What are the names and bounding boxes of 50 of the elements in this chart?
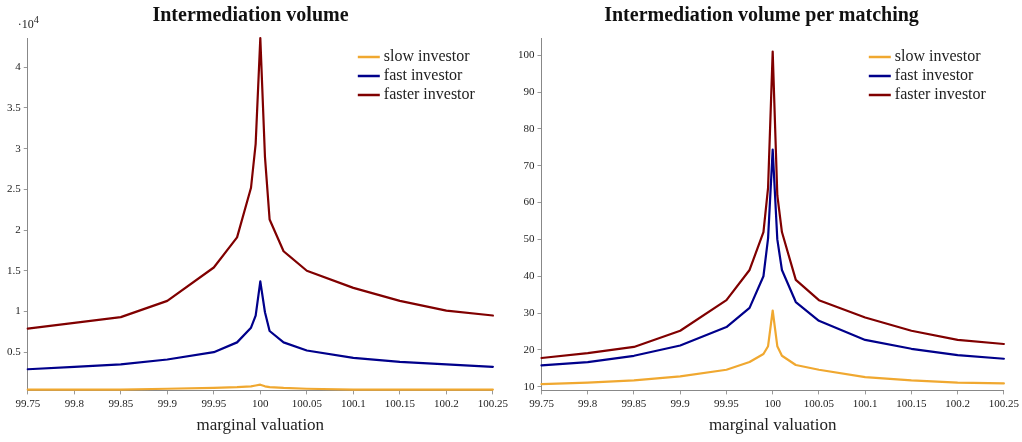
x-tick-label: 99.8 xyxy=(64,396,85,409)
x-tick-label: 100.25 xyxy=(988,396,1020,409)
y-tick-label: 40 xyxy=(523,269,535,282)
x-tick-label: 99.85 xyxy=(621,396,647,409)
chart-title: Intermediation volume per matching xyxy=(604,3,919,27)
x-tick-label: 99.9 xyxy=(157,396,178,409)
x-tick-label: 99.9 xyxy=(670,396,691,409)
x-tick-label: 100.1 xyxy=(852,396,878,409)
x-tick-label: 100.05 xyxy=(291,396,323,409)
y-tick-label: 1 xyxy=(15,304,21,317)
y-tick-label: 4 xyxy=(15,60,22,73)
y-tick-label: 80 xyxy=(523,121,535,134)
x-tick-label: 100 xyxy=(252,396,270,409)
y-tick-label: 3 xyxy=(15,141,22,154)
x-tick-label: 99.75 xyxy=(529,396,555,409)
x-axis-title: marginal valuation xyxy=(196,415,325,435)
y-tick-label: 30 xyxy=(523,305,535,318)
x-axis-title: marginal valuation xyxy=(708,415,837,435)
x-tick-label: 100.15 xyxy=(384,396,416,409)
x-tick-label: 100.1 xyxy=(340,396,366,409)
x-tick-label: 100.2 xyxy=(945,396,971,409)
y-tick-label: 100 xyxy=(518,48,535,61)
legend-label: faster investor xyxy=(383,85,476,103)
y-tick-label: 20 xyxy=(523,342,535,355)
y-tick-label: 10 xyxy=(523,379,535,392)
y-tick-label: 70 xyxy=(523,158,535,171)
legend-label: fast investor xyxy=(894,66,975,84)
x-tick-label: 100.25 xyxy=(477,396,509,409)
x-tick-label: 100.05 xyxy=(803,396,835,409)
y-tick-label: 2 xyxy=(15,222,21,235)
x-tick-label: 100.2 xyxy=(433,396,459,409)
x-tick-label: 99.8 xyxy=(578,396,598,409)
x-tick-label: 99.95 xyxy=(714,396,740,409)
y-tick-label: 90 xyxy=(523,85,535,98)
x-tick-label: 99.75 xyxy=(15,396,41,409)
x-tick-label: 99.95 xyxy=(201,396,227,409)
x-tick-label: 99.85 xyxy=(108,396,134,409)
y-tick-label: 3.5 xyxy=(7,100,22,113)
y-tick-label: 50 xyxy=(523,232,535,245)
x-tick-label: 100.15 xyxy=(896,396,928,409)
x-tick-label: 100 xyxy=(764,396,782,409)
y-tick-label: 60 xyxy=(523,195,535,208)
y-tick-label: 1.5 xyxy=(7,263,22,276)
y-tick-label: 2.5 xyxy=(7,182,22,195)
legend-label: faster investor xyxy=(894,85,987,103)
legend-label: fast investor xyxy=(383,66,464,84)
legend-label: slow investor xyxy=(383,47,471,65)
chart-title: Intermediation volume xyxy=(152,3,349,26)
y-tick-label: 0.5 xyxy=(7,345,22,358)
legend-label: slow investor xyxy=(894,47,982,65)
